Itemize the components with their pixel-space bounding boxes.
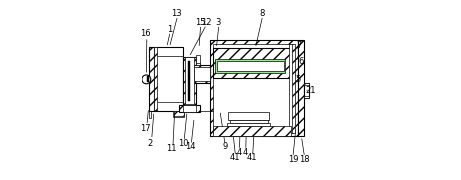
Bar	[149, 111, 152, 118]
Bar	[148, 48, 154, 111]
Text: 1: 1	[167, 25, 172, 34]
Bar	[174, 111, 184, 116]
Text: 4: 4	[236, 148, 242, 157]
Bar	[304, 83, 309, 85]
Bar	[194, 67, 210, 81]
Bar	[215, 59, 285, 73]
Bar	[210, 40, 298, 136]
Text: 14: 14	[185, 142, 195, 151]
Bar	[188, 61, 190, 101]
Text: 4: 4	[242, 148, 248, 157]
Text: 21: 21	[305, 86, 316, 94]
Bar	[196, 63, 201, 65]
Bar	[230, 120, 268, 123]
Bar	[154, 48, 157, 111]
Circle shape	[142, 75, 151, 84]
Text: 8: 8	[260, 9, 265, 18]
Bar	[292, 44, 295, 133]
Bar	[173, 111, 184, 118]
Bar	[185, 57, 194, 104]
Bar	[154, 48, 183, 111]
Bar	[183, 57, 196, 105]
Text: 11: 11	[166, 144, 177, 153]
Text: 41: 41	[229, 153, 240, 162]
Text: 12: 12	[201, 18, 211, 27]
Bar	[217, 61, 284, 71]
Bar	[179, 105, 201, 112]
Bar	[228, 112, 270, 120]
Bar	[304, 96, 309, 98]
Text: 18: 18	[299, 155, 310, 164]
Text: 2: 2	[148, 139, 153, 148]
Bar	[147, 76, 148, 82]
Bar	[183, 105, 196, 112]
Bar	[196, 55, 201, 65]
Text: 5: 5	[295, 75, 301, 84]
Bar	[213, 126, 291, 136]
Bar	[298, 40, 304, 136]
Bar	[213, 48, 291, 78]
Bar	[227, 123, 270, 126]
Text: 7: 7	[296, 41, 302, 50]
Bar	[213, 44, 291, 133]
Text: 15: 15	[195, 18, 205, 27]
Text: 10: 10	[178, 139, 188, 148]
Bar	[289, 44, 293, 133]
Text: 13: 13	[171, 9, 182, 18]
Text: 3: 3	[215, 18, 221, 27]
Text: 9: 9	[222, 142, 227, 151]
Text: 41: 41	[247, 153, 257, 162]
Text: 17: 17	[141, 125, 151, 134]
Text: 19: 19	[288, 155, 298, 164]
Text: 16: 16	[141, 29, 151, 38]
Bar	[193, 65, 210, 83]
Bar	[304, 83, 309, 98]
Text: 6: 6	[299, 57, 304, 66]
